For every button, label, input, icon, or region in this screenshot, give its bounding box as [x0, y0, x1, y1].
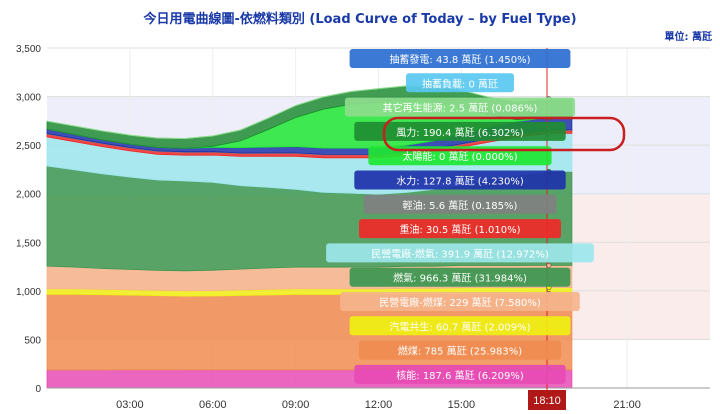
x-tick-label: 21:00 — [613, 399, 641, 411]
tooltip-row-label: 抽蓄發電: 43.8 萬瓩 (1.450%) — [389, 53, 530, 66]
current-time-badge: 18:10 — [528, 390, 566, 410]
tooltip-row-bg — [340, 292, 580, 311]
tooltip-row-bg — [349, 49, 571, 68]
tooltip-row-bg — [363, 194, 557, 214]
x-tick-label: 09:00 — [282, 399, 310, 411]
y-tick-label: 0 — [35, 384, 41, 395]
tooltip-row-label: 汽電共生: 60.7 萬瓩 (2.009%) — [389, 320, 530, 333]
y-tick-label: 500 — [24, 335, 41, 346]
tooltip-row-label: 太陽能: 0 萬瓩 (0.000%) — [402, 150, 517, 163]
tooltip-row-label: 抽蓄負載: 0 萬瓩 — [422, 77, 498, 90]
tooltip-row-label: 重油: 30.5 萬瓩 (1.010%) — [399, 223, 520, 236]
y-tick-label: 3,000 — [16, 93, 41, 104]
tooltip-row-label: 民營電廠-燃煤: 229 萬瓩 (7.580%) — [379, 296, 541, 309]
tooltip-row-bg — [349, 267, 571, 287]
chart-title: 今日用電曲線圖-依燃料類別 (Load Curve of Today – by … — [143, 12, 577, 27]
tooltip-row-bg — [359, 340, 561, 360]
tooltip-row-label: 燃氣: 966.3 萬瓩 (31.984%) — [393, 272, 527, 285]
highlight-ring — [382, 116, 626, 152]
y-tick-label: 2,000 — [16, 190, 41, 201]
unit-label: 單位: 萬瓩 — [664, 32, 712, 43]
tooltip-row-bg — [354, 170, 566, 190]
x-axis: 03:00 06:00 09:00 12:00 15:00 21:00 — [47, 387, 710, 411]
y-tick-label: 1,000 — [16, 287, 41, 298]
marker-ipp_coal — [546, 262, 552, 268]
x-tick-label: 06:00 — [199, 399, 227, 411]
tooltip-row-bg — [354, 364, 566, 384]
tooltip-row-label: 核能: 187.6 萬瓩 (6.209%) — [396, 369, 524, 382]
y-tick-label: 1,500 — [16, 238, 41, 249]
x-tick-label: 15:00 — [448, 399, 476, 411]
y-tick-label: 3,500 — [16, 44, 41, 55]
time-badge-label: 18:10 — [533, 395, 561, 407]
tooltip-row-label: 其它再生能源: 2.5 萬瓩 (0.086%) — [383, 102, 538, 115]
x-tick-label: 12:00 — [365, 399, 393, 411]
time-badge-bg — [528, 390, 566, 410]
tooltip-row-label: 輕油: 5.6 萬瓩 (0.185%) — [403, 199, 518, 212]
tooltip-row-bg — [354, 121, 566, 141]
x-tick-label: 03:00 — [116, 399, 144, 411]
tooltip: 抽蓄發電: 43.8 萬瓩 (1.450%) 抽蓄負載: 0 萬瓩其它再生能源: … — [326, 49, 594, 384]
tooltip-row-bg — [344, 97, 576, 117]
tooltip-row-bg — [326, 243, 594, 263]
y-tick-label: 2,500 — [16, 141, 41, 152]
tooltip-row-bg — [359, 219, 561, 239]
tooltip-row-label: 風力: 190.4 萬瓩 (6.302%) — [396, 126, 524, 139]
tooltip-row-label: 水力: 127.8 萬瓩 (4.230%) — [396, 175, 524, 188]
tooltip-row-bg — [406, 73, 514, 93]
tooltip-row-label: 燃煤: 785 萬瓩 (25.983%) — [398, 345, 522, 358]
y-axis: 0 500 1,000 1,500 2,000 2,500 3,000 3,500 — [16, 44, 41, 395]
tooltip-row-label: 民營電廠-燃氣: 391.9 萬瓩 (12.972%) — [371, 247, 549, 260]
tooltip-row-bg — [349, 316, 571, 336]
